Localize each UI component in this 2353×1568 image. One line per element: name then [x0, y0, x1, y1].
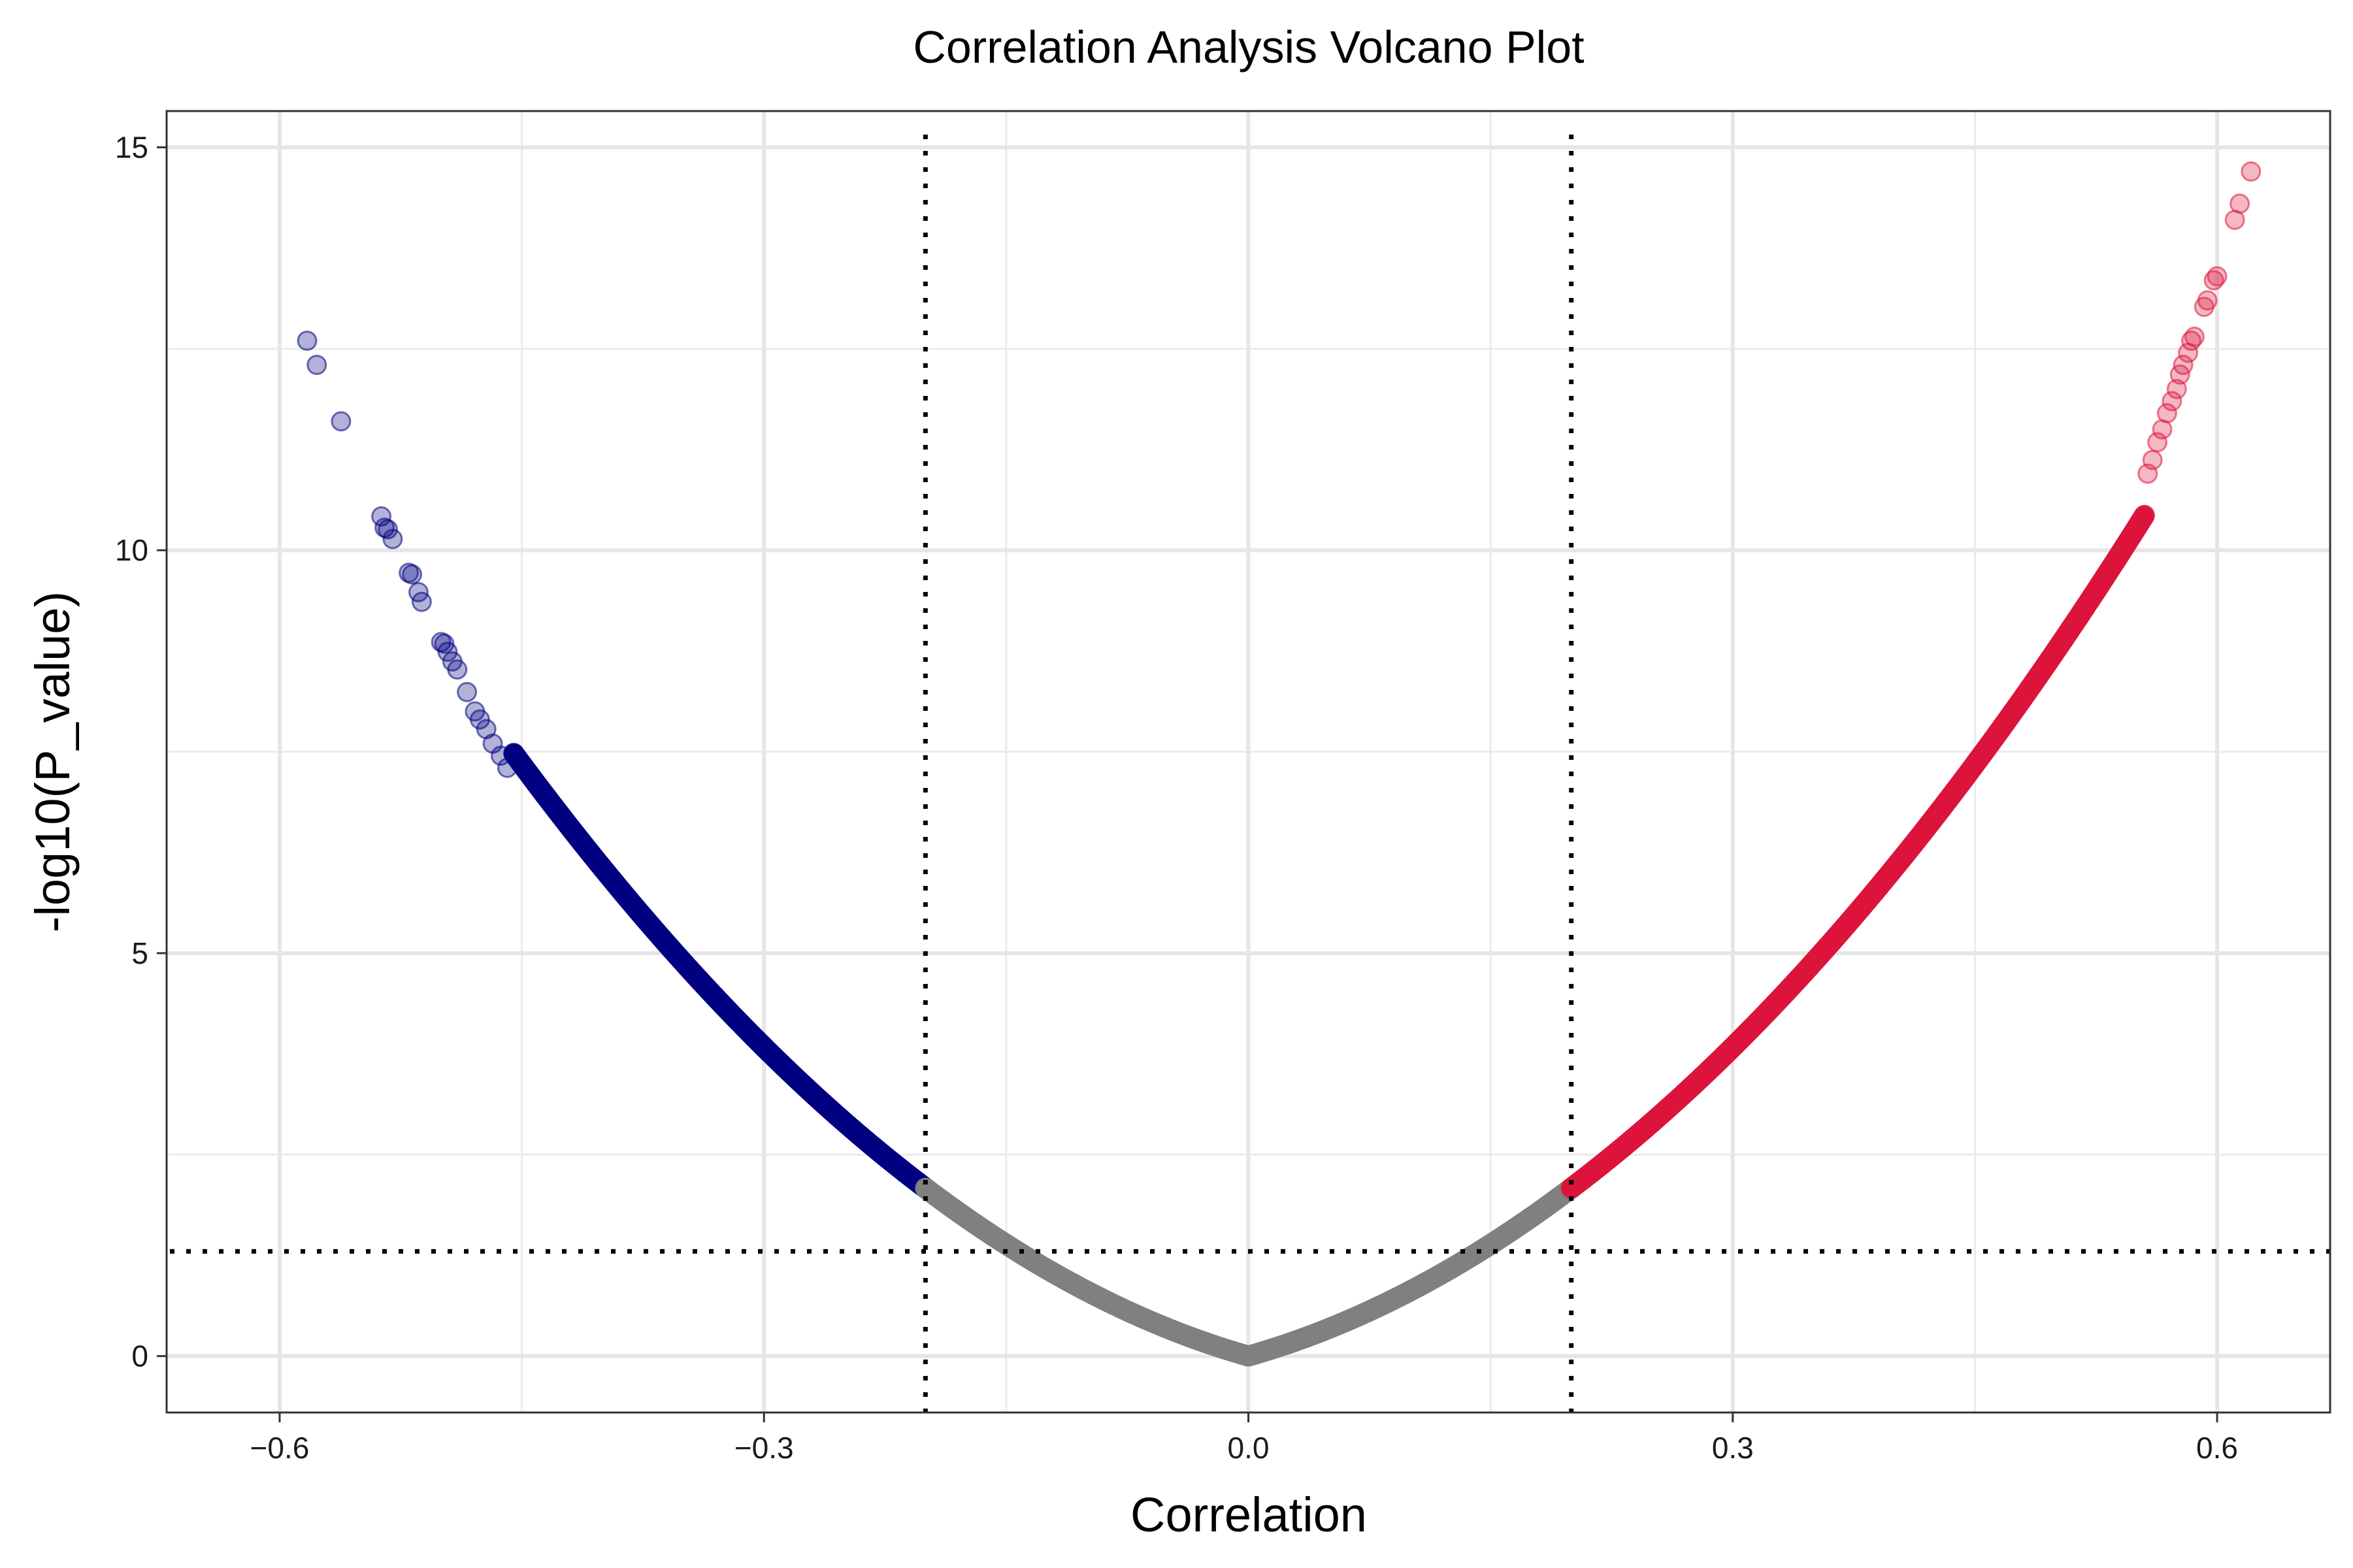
negative-point [457, 681, 478, 702]
positive-point [2194, 297, 2214, 318]
positive-point [2178, 342, 2199, 363]
positive-point [2137, 463, 2158, 484]
negative-point [491, 745, 511, 766]
major-gridlines [167, 111, 2330, 1413]
negative-point [331, 411, 352, 432]
threshold-lines [170, 135, 2330, 1413]
positive-point [2224, 210, 2245, 230]
negative-point [411, 591, 432, 612]
x-tick-label: −0.6 [250, 1431, 310, 1465]
negative-point [447, 659, 468, 680]
positive-point [2133, 504, 2155, 526]
y-axis-title: -log10(P_value) [25, 591, 80, 932]
x-tick-label: 0.6 [2196, 1431, 2238, 1465]
x-axis-ticks: −0.6 −0.3 0.0 0.3 0.6 [250, 1413, 2238, 1465]
y-tick-label: 10 [115, 533, 148, 567]
positive-point [2181, 331, 2201, 351]
x-axis-title: Correlation [1130, 1488, 1367, 1542]
positive-point [2241, 161, 2262, 182]
chart-title: Correlation Analysis Volcano Plot [913, 22, 1584, 73]
negative-point [306, 355, 327, 375]
y-tick-label: 15 [115, 131, 148, 165]
negative-point [437, 642, 458, 662]
x-tick-label: 0.3 [1712, 1431, 1754, 1465]
negative-point [382, 529, 403, 549]
y-tick-label: 5 [131, 936, 148, 970]
x-tick-label: −0.3 [734, 1431, 794, 1465]
data-points [297, 161, 2262, 1367]
negative-point [297, 331, 318, 351]
negative-point [402, 564, 423, 585]
y-axis-ticks: 0 5 10 15 [115, 131, 167, 1373]
y-tick-label: 0 [131, 1339, 148, 1373]
positive-point [2166, 379, 2187, 399]
x-tick-label: 0.0 [1228, 1431, 1270, 1465]
positive-point [2162, 391, 2182, 412]
positive-point [2203, 270, 2224, 291]
negative-point [497, 757, 518, 778]
negative-point [378, 519, 398, 540]
positive-point [2147, 432, 2168, 453]
